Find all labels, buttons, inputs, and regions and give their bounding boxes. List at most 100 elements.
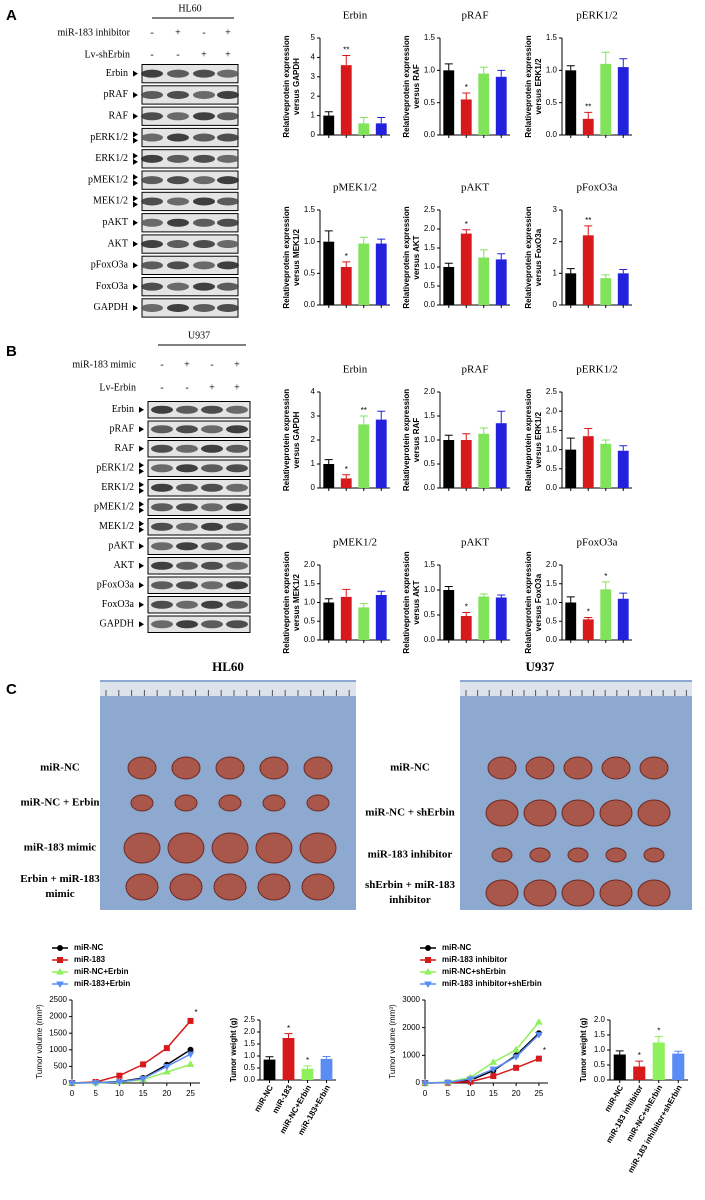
y-tick-label: 2.0 — [594, 1015, 606, 1024]
blot-strip — [147, 420, 251, 438]
blot-row-label: pMEK1/2 — [94, 502, 134, 513]
series-line — [424, 1034, 540, 1084]
tumor — [218, 794, 242, 812]
legend-label: miR-183 inhibitor+shErbin — [442, 979, 542, 988]
blot-strip — [147, 596, 251, 614]
y-tick-label: 0 — [63, 1078, 68, 1087]
error-bar — [377, 238, 386, 244]
error-bar — [359, 415, 368, 425]
y-axis-label: Relativeprotein expression — [282, 35, 291, 137]
bar — [375, 595, 387, 640]
blot-band — [151, 620, 173, 629]
bar — [600, 63, 612, 135]
blot-arrow — [133, 195, 138, 202]
condition-sign: + — [201, 49, 207, 60]
chart-title: pAKT — [461, 182, 489, 194]
bar — [340, 267, 352, 305]
tumor — [174, 794, 198, 812]
error-bar — [615, 1050, 624, 1055]
bar — [443, 267, 455, 305]
panel-label: C — [6, 681, 17, 698]
bar — [323, 115, 335, 135]
error-bar — [479, 427, 488, 434]
point — [162, 1068, 171, 1075]
point — [535, 1018, 543, 1025]
bar — [460, 616, 472, 640]
blot-band — [141, 154, 163, 163]
error-bar — [566, 268, 575, 274]
bar — [460, 440, 472, 488]
blot-band — [141, 112, 163, 121]
blot-row-label: pMEK1/2 — [88, 174, 128, 185]
y-axis-label: versus AKT — [412, 580, 421, 624]
bar — [600, 278, 612, 305]
blot-strip — [147, 401, 251, 419]
blot-band — [226, 522, 248, 531]
error-bar — [324, 459, 333, 464]
tumor — [125, 873, 159, 901]
y-axis-label: Relativeprotein expression — [282, 389, 291, 491]
blot-band — [151, 581, 173, 590]
point — [187, 1017, 194, 1024]
y-tick-label: 0.5 — [304, 268, 316, 277]
blot-band — [141, 133, 163, 142]
y-tick-label: 2500 — [49, 995, 67, 1004]
bar — [358, 123, 370, 135]
bar — [613, 1054, 626, 1080]
bar — [478, 433, 490, 488]
x-tick-label: 25 — [186, 1089, 195, 1098]
y-tick-label: 0.5 — [546, 98, 558, 107]
blot-band — [217, 176, 239, 185]
blot-band — [141, 218, 163, 227]
error-bar — [584, 225, 593, 236]
error-bar — [619, 269, 628, 274]
bar — [672, 1053, 685, 1080]
blot-band — [167, 218, 189, 227]
blot-arrow — [133, 241, 138, 248]
blot-band — [193, 69, 215, 78]
y-axis-label: Relativeprotein expression — [402, 551, 411, 653]
y-axis-label: Relativeprotein expression — [402, 206, 411, 308]
group-label: miR-NC + shErbin — [365, 807, 454, 819]
y-tick-label: 1.0 — [424, 435, 436, 444]
ruler — [460, 682, 692, 696]
series-line — [424, 1057, 540, 1084]
blot-arrow — [133, 158, 138, 165]
blot-band — [167, 112, 189, 121]
chart-title: pAKT — [461, 537, 489, 549]
y-tick-label: 0.5 — [546, 464, 558, 473]
blot-row-label: Erbin — [106, 68, 128, 79]
bar — [478, 73, 490, 135]
error-bar — [444, 63, 453, 71]
condition-sign: + — [234, 359, 240, 370]
chart-title: Erbin — [343, 364, 368, 376]
significance-label: * — [465, 603, 468, 612]
error-bar — [497, 594, 506, 598]
point — [535, 1055, 542, 1062]
blot-arrow — [133, 174, 138, 181]
group-label: miR-NC — [390, 762, 430, 774]
blot-band — [201, 464, 223, 473]
blot-arrow — [139, 621, 144, 628]
condition-sign: - — [176, 49, 179, 60]
blot-band — [141, 69, 163, 78]
legend-label: miR-NC+shErbin — [442, 967, 506, 976]
bar — [301, 1068, 314, 1080]
photo-title: U937 — [526, 659, 555, 674]
error-bar — [359, 236, 368, 244]
blot-band — [141, 261, 163, 270]
y-tick-label: 0.5 — [594, 1060, 606, 1069]
error-bar — [462, 229, 471, 234]
blot-row-label: GAPDH — [94, 302, 128, 313]
legend-label: miR-183+Erbin — [74, 979, 130, 988]
blot-band — [167, 282, 189, 291]
blot-band — [141, 176, 163, 185]
y-axis-label: versus ERK1/2 — [534, 58, 543, 115]
y-tick-label: 0.5 — [424, 610, 436, 619]
bar — [478, 596, 490, 640]
condition-label: miR-183 inhibitor — [58, 27, 131, 38]
condition-sign: + — [225, 27, 231, 38]
bar — [323, 464, 335, 488]
blot-band — [141, 240, 163, 249]
